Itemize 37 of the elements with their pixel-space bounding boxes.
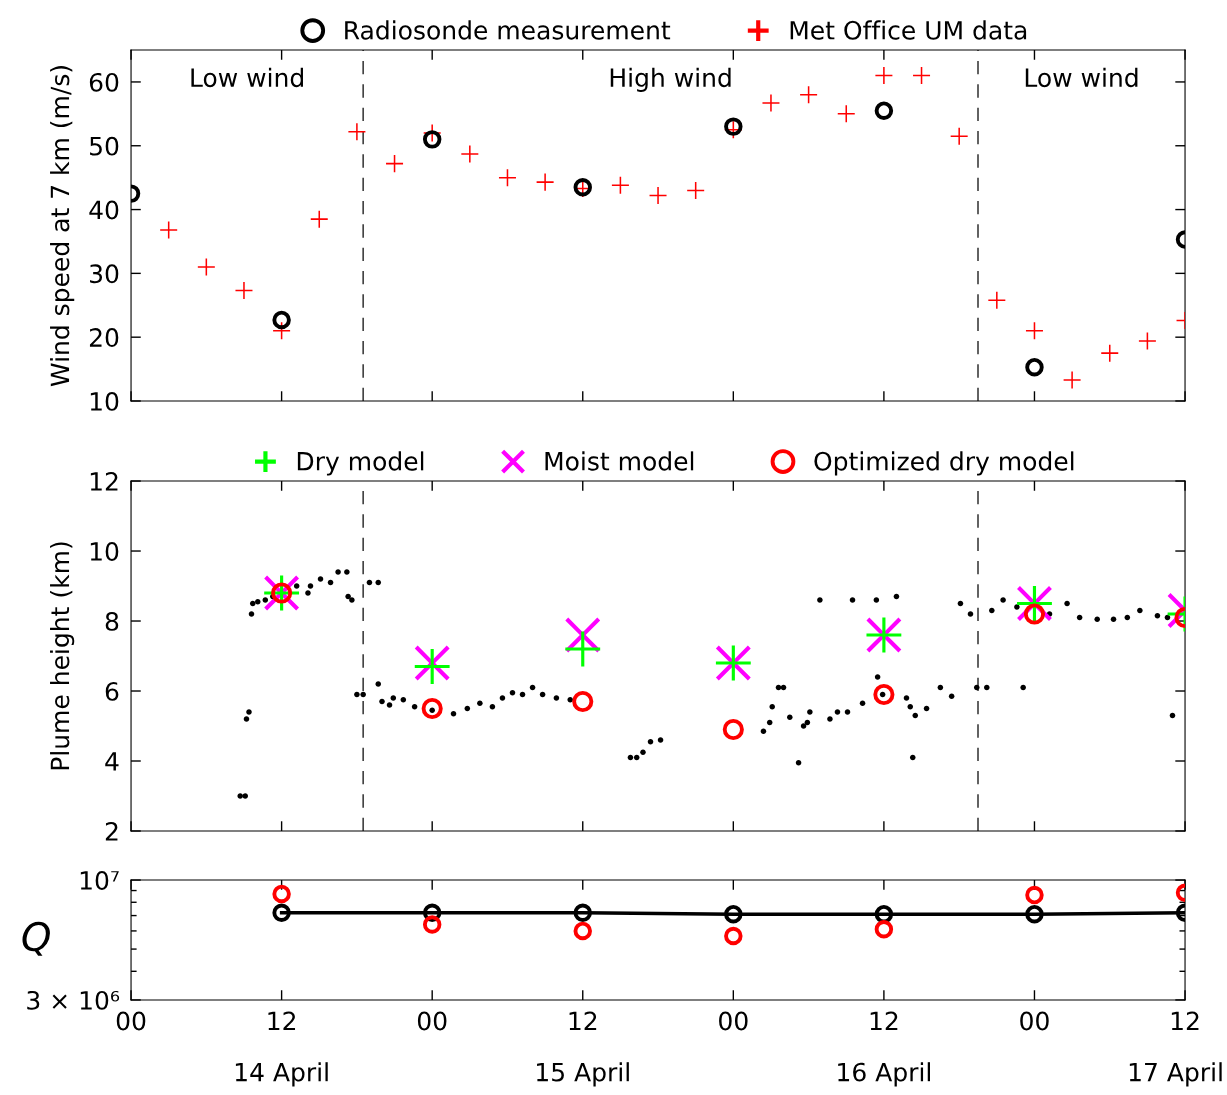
text: 14 April [235,1062,328,1087]
legend-label: Moist model [545,451,694,471]
legend-label: Radiosonde measurement [345,20,671,40]
y-tick-label: 4 [105,752,119,771]
y-tick-label: 60 [89,72,119,92]
y-tick-label: 30 [90,264,119,284]
y-tick-label: 10⁷ [80,870,119,890]
y-tick-label: 2 [105,821,118,841]
x-tick-label: 12 [268,1011,296,1031]
x-tick-label: 00 [116,1011,146,1031]
y-tick-label: 50 [90,136,119,156]
y-tick-label: 12 [90,471,118,491]
y-tick-label: 20 [89,328,119,348]
text: 17 April [1129,1062,1222,1087]
x-tick-label: 00 [1020,1011,1049,1031]
legend-label: Met Office UM data [790,20,1027,40]
y-axis-title: Q [22,921,50,956]
y-tick-label: 8 [105,611,119,631]
y-tick-label: 6 [105,681,119,701]
annotation: High wind [610,67,731,92]
annotation: Low wind [1025,67,1138,88]
legend-label: Optimized dry model [814,451,1074,476]
y-axis-title: Plume height (km) [50,542,75,770]
y-tick-label: 3 × 10⁶ [27,990,120,1010]
x-tick-label: 12 [870,1011,898,1031]
y-tick-label: 10 [90,541,119,561]
legend-label: Dry model [297,451,424,476]
x-tick-label: 00 [417,1011,447,1031]
x-tick-label: 12 [1171,1011,1199,1031]
x-tick-label: 00 [719,1011,748,1031]
y-axis-title: Wind speed at 7 km (m/s) [50,66,75,387]
text: 16 April [838,1062,930,1087]
y-tick-label: 40 [89,200,119,220]
text: 15 April [537,1062,629,1087]
x-tick-label: 12 [569,1011,597,1031]
y-tick-label: 10 [90,391,119,411]
annotation: Low wind [191,67,303,88]
